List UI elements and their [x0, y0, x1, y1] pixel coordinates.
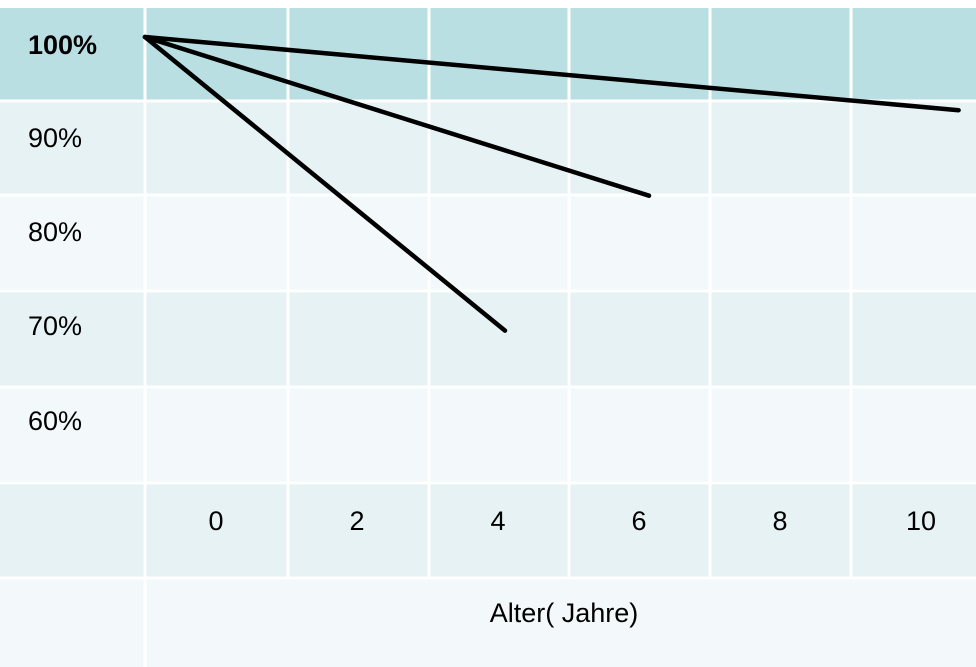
x-axis-tick-labels: 0 2 4 6 8 10 — [208, 506, 936, 536]
background-bands — [0, 8, 976, 667]
series-line-2 — [142, 34, 652, 198]
band-row-1 — [0, 101, 976, 195]
band-row-4 — [0, 387, 976, 483]
band-row-0 — [0, 8, 976, 101]
y-axis-tick-labels: 100% 90% 80% 70% 60% — [28, 30, 97, 436]
y-tick-label-70: 70% — [28, 311, 82, 341]
x-tick-label-10: 10 — [906, 506, 936, 536]
series-line-3 — [142, 34, 508, 333]
y-tick-label-60: 60% — [28, 406, 82, 436]
x-tick-label-0: 0 — [208, 506, 223, 536]
band-row-3 — [0, 291, 976, 387]
series-line-1 — [142, 34, 961, 113]
band-row-2 — [0, 195, 976, 291]
series-lines — [142, 34, 961, 333]
y-tick-label-90: 90% — [28, 123, 82, 153]
grid-lines — [0, 8, 976, 667]
band-row-5 — [0, 483, 976, 578]
band-row-6 — [0, 578, 976, 667]
x-axis-label: Alter( Jahre) — [490, 598, 639, 628]
x-tick-label-6: 6 — [631, 506, 646, 536]
x-tick-label-2: 2 — [349, 506, 364, 536]
y-tick-label-100: 100% — [28, 30, 97, 60]
x-tick-label-4: 4 — [490, 506, 505, 536]
y-tick-label-80: 80% — [28, 217, 82, 247]
x-tick-label-8: 8 — [772, 506, 787, 536]
